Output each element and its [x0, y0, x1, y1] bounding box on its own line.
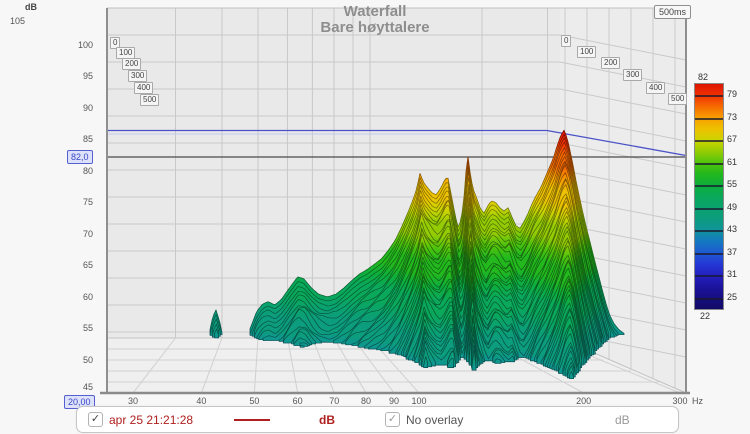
colorbar-tick-label: 37	[727, 247, 738, 257]
measurement-checkbox[interactable]: ✓	[88, 412, 103, 427]
db-tick-label: 85	[82, 134, 93, 144]
colorbar-tick-label: 61	[727, 157, 738, 167]
db-tick-label: 95	[82, 71, 93, 81]
freq-tick-label: 40	[196, 396, 207, 406]
overlay-unit: dB	[615, 413, 630, 427]
colorbar-tick	[695, 118, 723, 120]
colorbar	[694, 83, 724, 310]
colorbar-tick	[695, 208, 723, 210]
db-tick-label: 50	[82, 354, 93, 365]
colorbar-tick	[695, 185, 723, 187]
db-tick-label: 45	[82, 382, 93, 392]
colorbar-tick	[695, 163, 723, 165]
colorbar-min-label: 22	[700, 311, 711, 321]
measurement-unit: dB	[319, 413, 335, 427]
freq-tick-label: 80	[360, 396, 371, 406]
colorbar-tick-label: 55	[727, 179, 738, 189]
time-tick-left: 200	[122, 58, 142, 70]
colorbar-tick	[695, 298, 723, 300]
colorbar-tick-label: 31	[727, 269, 738, 279]
no-overlay-checkbox[interactable]: ✓	[385, 412, 400, 427]
colorbar-tick-label: 73	[727, 112, 738, 122]
colorbar-tick	[695, 230, 723, 232]
colorbar-tick-label: 67	[727, 134, 738, 144]
time-tick-right: 300	[623, 69, 643, 81]
no-overlay-label[interactable]: No overlay	[406, 413, 464, 427]
colorbar-tick-label: 79	[727, 89, 738, 99]
time-tick-left: 400	[134, 82, 154, 94]
freq-tick-label: 90	[388, 396, 399, 406]
time-tick-right: 0	[561, 35, 572, 47]
db-tick-label: 65	[82, 260, 93, 270]
db-cursor-readout: 82,0	[67, 150, 93, 164]
colorbar-tick	[695, 275, 723, 277]
freq-tick-label: 200	[576, 396, 592, 406]
legend-bar: ✓ apr 25 21:21:28 dB ✓ No overlay dB	[76, 406, 679, 433]
colorbar-tick	[695, 253, 723, 255]
db-tick-label: 100	[77, 39, 93, 50]
time-tick-right: 200	[601, 57, 621, 69]
freq-tick-label: 30	[127, 396, 138, 406]
time-tick-right: 400	[646, 82, 666, 94]
colorbar-tick-label: 43	[727, 224, 738, 234]
db-tick-label: 80	[82, 165, 93, 176]
db-tick-label: 55	[82, 323, 93, 333]
time-window-badge: 500ms	[654, 5, 692, 19]
freq-tick-label: 70	[329, 396, 340, 406]
measurement-label[interactable]: apr 25 21:21:28	[109, 413, 194, 427]
db-tick-label: 75	[82, 197, 93, 207]
db-tick-label: 105	[10, 16, 26, 26]
colorbar-max-label: 82	[698, 72, 709, 82]
freq-tick-label: 60	[292, 396, 303, 406]
freq-tick-label: 100	[411, 396, 427, 406]
time-tick-right: 500	[668, 93, 688, 105]
colorbar-gradient	[695, 84, 723, 309]
freq-tick-label: 300	[672, 396, 688, 406]
time-tick-left: 0	[110, 37, 121, 49]
freq-tick-label: 50	[249, 396, 260, 406]
db-tick-label: 70	[82, 228, 93, 239]
freq-axis-unit: Hz	[692, 396, 703, 406]
colorbar-tick	[695, 140, 723, 142]
measurement-trace-swatch	[234, 419, 270, 421]
time-tick-left: 300	[128, 70, 148, 82]
db-tick-label: 60	[82, 291, 93, 302]
time-tick-left: 500	[140, 94, 160, 106]
colorbar-tick-label: 49	[727, 202, 738, 212]
db-tick-label: 90	[82, 102, 93, 113]
colorbar-tick-label: 25	[727, 292, 738, 302]
time-tick-right: 100	[577, 46, 597, 58]
colorbar-tick	[695, 95, 723, 97]
db-axis-unit: dB	[25, 2, 37, 12]
